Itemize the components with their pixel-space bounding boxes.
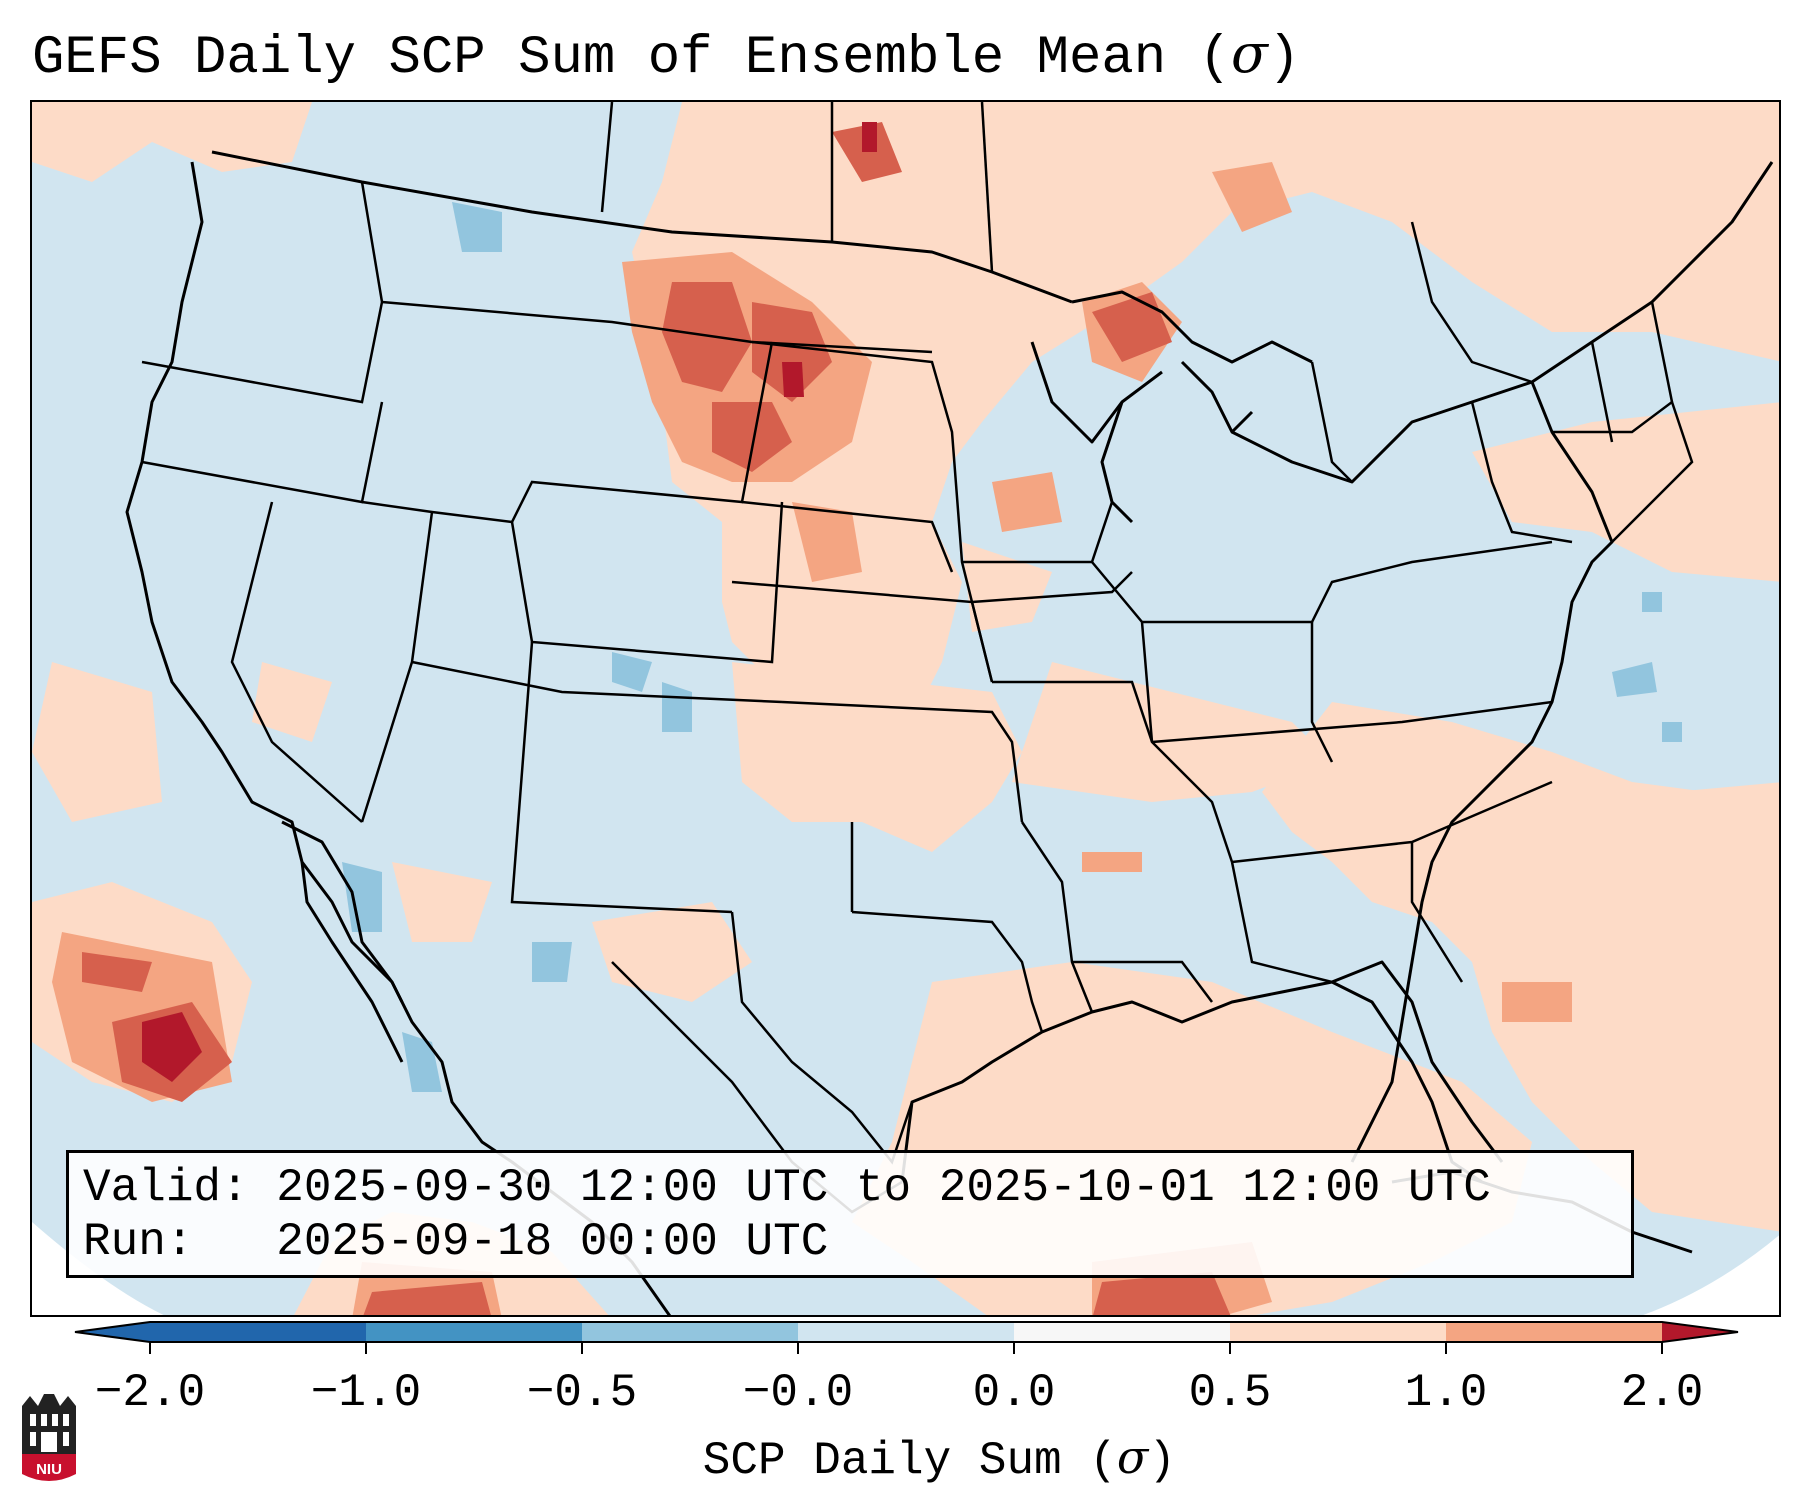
colorbar-tick-label: 0.5 [1188,1367,1272,1419]
svg-text:NIU: NIU [36,1461,62,1478]
colorbar-tick-label: −1.0 [310,1367,422,1419]
run-time-text: Run: 2025-09-18 00:00 UTC [83,1216,829,1268]
valid-time-text: Valid: 2025-09-30 12:00 UTC to 2025-10-0… [83,1162,1491,1214]
colorbar-bin-1 [150,1322,366,1342]
anomaly-strong-areas [82,122,1231,1315]
colorbar-tick-label: 0.0 [972,1367,1056,1419]
colorbar-tick-label: −0.5 [526,1367,638,1419]
colorbar-bin-3 [582,1322,798,1342]
colorbar-label: SCP Daily Sum (σ) [702,1430,1176,1487]
colorbar-bin-4 [798,1322,1014,1342]
colorbar-tick-label: 1.0 [1404,1367,1488,1419]
anomaly-negative-areas [342,202,1682,1092]
chart-title: GEFS Daily SCP Sum of Ensemble Mean (σ) [32,22,1301,89]
colorbar-tick-label: −0.0 [742,1367,854,1419]
colorbar-bin-2 [366,1322,582,1342]
colorbar-bin-6 [1230,1322,1446,1342]
colorbar [74,1321,1739,1354]
projection-edge-right [1643,1235,1779,1315]
map-panel [30,100,1781,1317]
colorbar-extend-low [75,1322,150,1342]
colorbar-bin-5 [1014,1322,1230,1342]
valid-run-info-box: Valid: 2025-09-30 12:00 UTC to 2025-10-0… [66,1150,1634,1278]
projection-edge-left [32,1222,164,1315]
colorbar-bin-7 [1446,1322,1662,1342]
conus-map [32,102,1779,1315]
niu-logo-icon: NIU [22,1394,76,1481]
colorbar-tick-label: −2.0 [94,1367,206,1419]
colorbar-extend-high [1662,1322,1738,1342]
colorbar-tick-label: 2.0 [1620,1367,1704,1419]
anomaly-peak-areas [142,122,877,1082]
colorbar-ticks [149,1342,1663,1354]
